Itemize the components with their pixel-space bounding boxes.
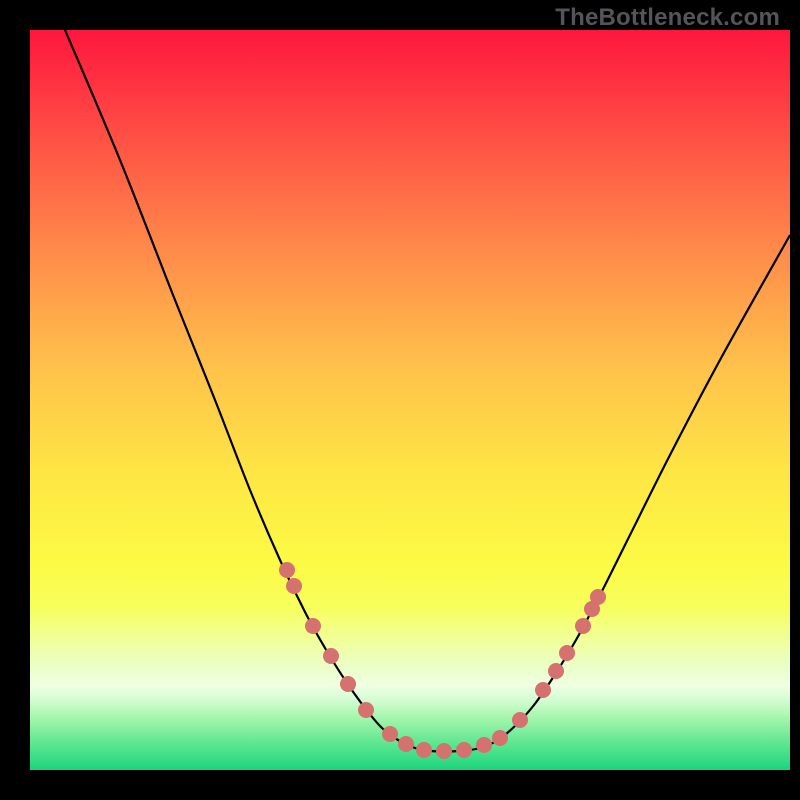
bead [535, 682, 551, 698]
bead [492, 730, 508, 746]
bead [323, 648, 339, 664]
bead [436, 743, 452, 759]
bead [340, 676, 356, 692]
bead [416, 742, 432, 758]
bead [476, 737, 492, 753]
bead [559, 645, 575, 661]
bead [512, 712, 528, 728]
bead [548, 663, 564, 679]
bead [358, 702, 374, 718]
bead [382, 726, 398, 742]
gradient-background [30, 30, 790, 770]
bead [279, 562, 295, 578]
bead [575, 618, 591, 634]
bead [398, 736, 414, 752]
bead [456, 742, 472, 758]
watermark-text: TheBottleneck.com [555, 4, 780, 32]
bead [286, 578, 302, 594]
bottleneck-chart [0, 0, 800, 800]
bead [590, 589, 606, 605]
bead [305, 618, 321, 634]
